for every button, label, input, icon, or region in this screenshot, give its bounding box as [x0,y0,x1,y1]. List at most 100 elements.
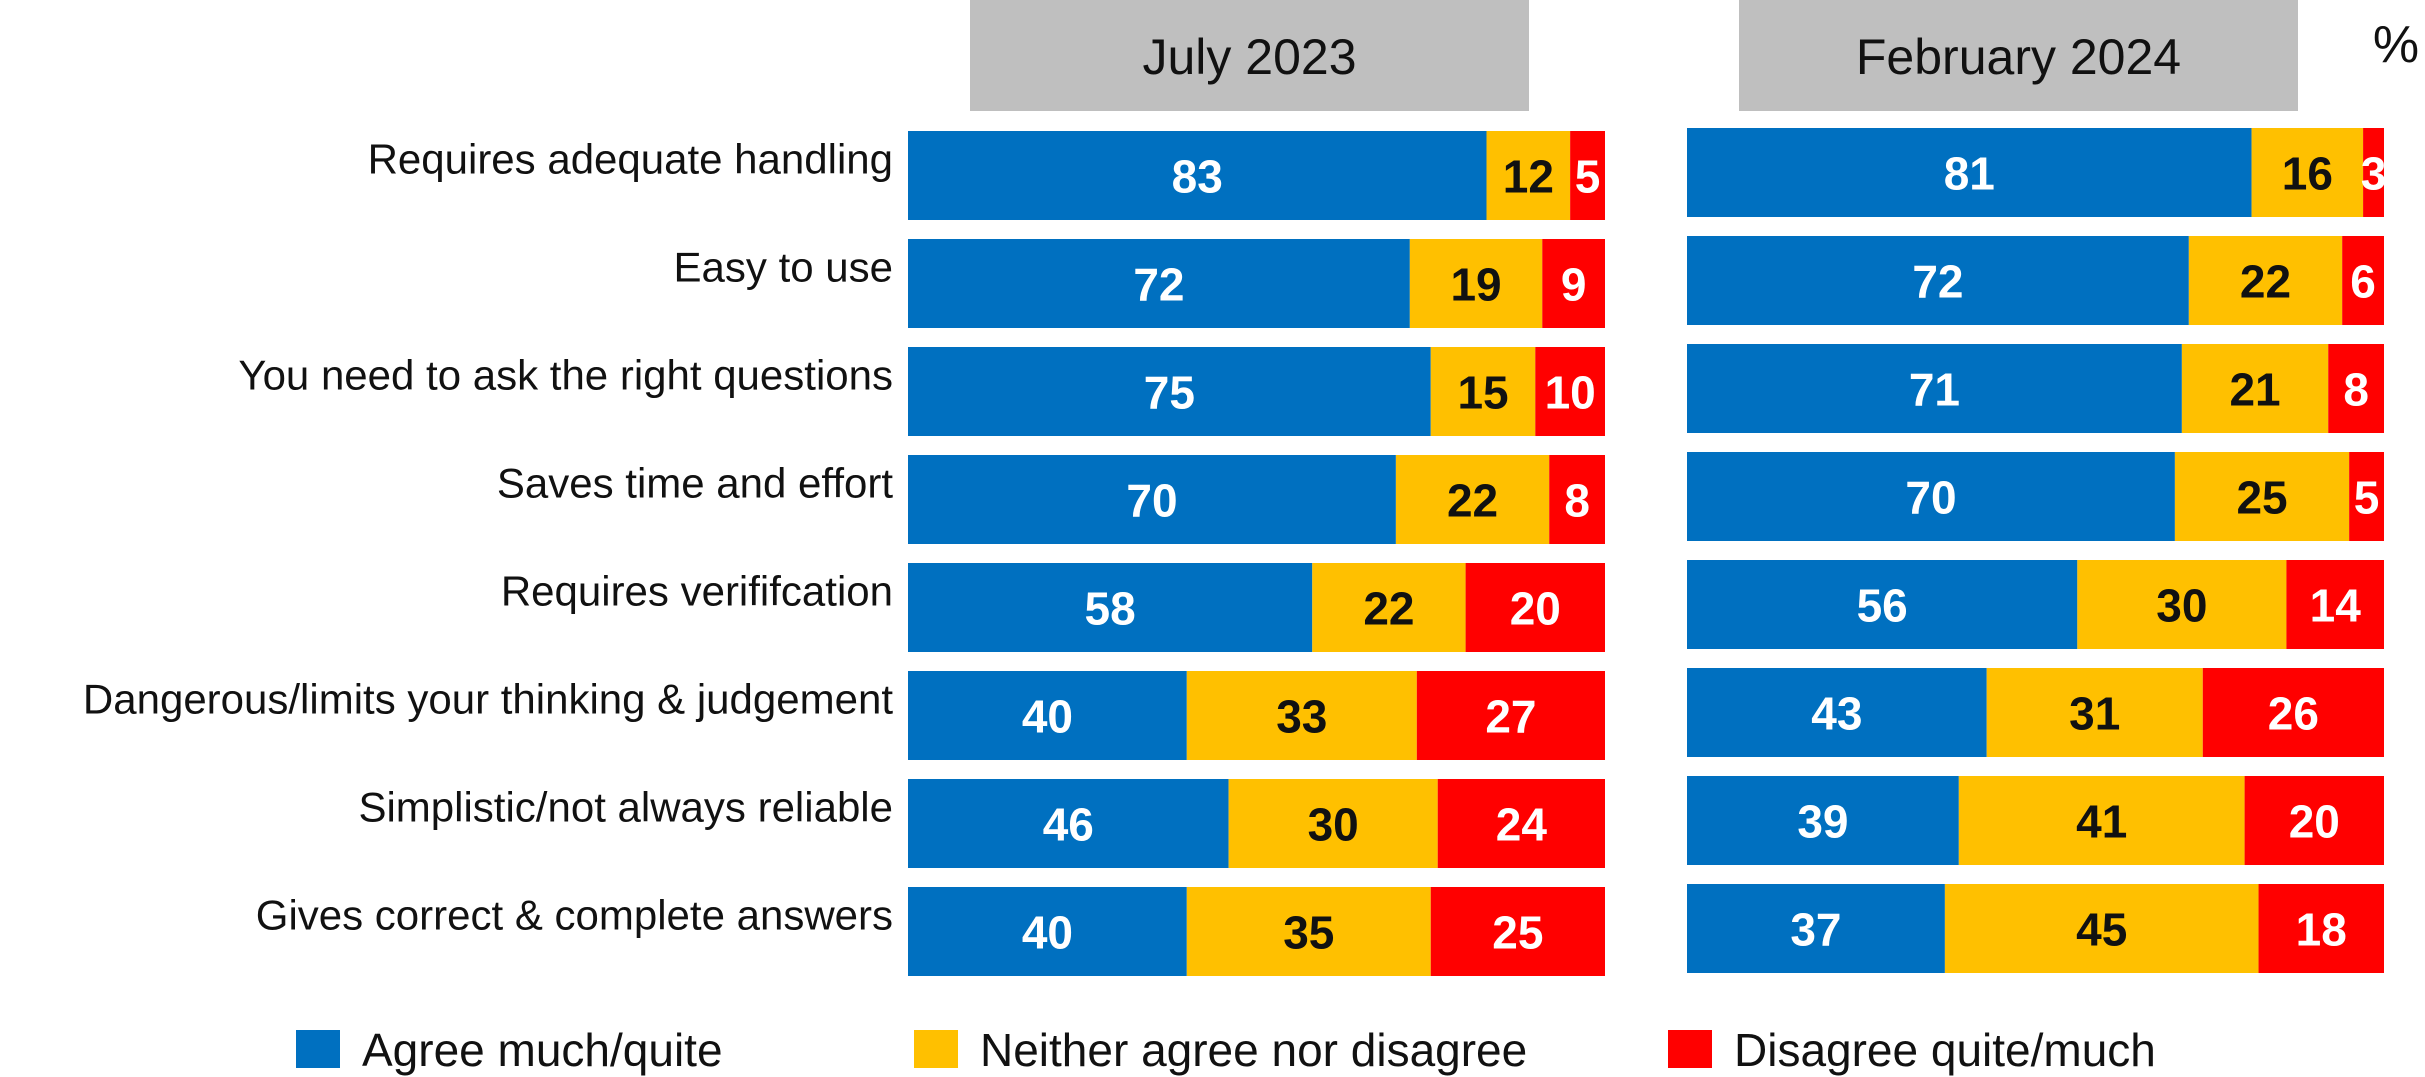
bar-segment [1395,455,1550,544]
bar-row: 72 22 6 [1687,236,2384,325]
value-label: 41 [2076,796,2127,848]
bar-row: 75 15 10 [908,347,1605,436]
value-label: 5 [2354,472,2380,524]
bar-segment [1986,668,2203,757]
value-label: 43 [1811,688,1862,740]
bar-segment [908,239,1410,328]
bar-segment [1312,563,1466,652]
bar-segment [1687,668,1987,757]
bar-segment [1549,455,1605,544]
panel-header-bg [1739,0,2298,111]
bar-segment [1465,563,1605,652]
value-label: 6 [2350,256,2376,308]
panel-header-2: February 2024 [1739,0,2298,111]
bar-segment [2181,344,2329,433]
bar-segment [1535,347,1605,436]
bar-segment [2188,236,2343,325]
bar-segment [1409,239,1543,328]
bar-segment [1186,671,1417,760]
value-label: 21 [2229,364,2280,416]
bar-row: 43 31 26 [1687,668,2384,757]
bar-segment [2349,452,2384,541]
value-label: 72 [1133,259,1184,311]
bar-segment [908,455,1396,544]
bar-segment [1486,131,1571,220]
value-label: 30 [1308,799,1359,851]
panel-headers: July 2023 February 2024 [970,0,2298,111]
value-label: 40 [1022,691,1073,743]
category-label: Easy to use [674,244,893,291]
panel-header-1: July 2023 [970,0,1529,111]
bar-segment [1687,776,1959,865]
bar-segment [1958,776,2245,865]
value-label: 70 [1126,475,1177,527]
bar-segment [2244,776,2384,865]
legend-label: Disagree quite/much [1734,1024,2156,1076]
bar-segment [2202,668,2384,757]
value-label: 25 [2236,472,2287,524]
bar-segment [1416,671,1605,760]
bar-segment [2286,560,2384,649]
value-label: 81 [1944,148,1995,200]
bar-segment [2258,884,2384,973]
value-label: 39 [1797,796,1848,848]
value-label: 72 [1912,256,1963,308]
bar-row: 37 45 18 [1687,884,2384,973]
bar-row: 83 12 5 [908,131,1605,220]
legend-label: Agree much/quite [362,1024,723,1076]
value-label: 40 [1022,907,1073,959]
bar-segment [1687,560,2078,649]
bar-row: 72 19 9 [908,239,1605,328]
bar-segment [908,779,1229,868]
value-label: 24 [1496,799,1548,851]
bar-row: 40 35 25 [908,887,1605,976]
bar-segment [1570,131,1605,220]
bar-row: 71 21 8 [1687,344,2384,433]
bar-segment [908,671,1187,760]
category-label: Gives correct & complete answers [256,892,893,939]
bar-row: 70 25 5 [1687,452,2384,541]
bar-row: 70 22 8 [908,455,1605,544]
bar-segment [1687,128,2252,217]
legend-swatch [1668,1030,1712,1068]
bar-segment [1437,779,1605,868]
panel-title: February 2024 [1856,29,2181,85]
bar-segment [1687,452,2175,541]
value-label: 37 [1790,904,1841,956]
legend-item: Disagree quite/much [1668,1024,2156,1076]
value-label: 19 [1450,259,1501,311]
category-label: Simplistic/not always reliable [358,784,893,831]
value-label: 56 [1857,580,1908,632]
category-label: You need to ask the right questions [238,352,893,399]
value-label: 14 [2310,580,2362,632]
value-label: 12 [1503,151,1554,203]
value-label: 3 [2361,148,2387,200]
value-label: 33 [1276,691,1327,743]
value-label: 83 [1172,151,1223,203]
category-labels: Requires adequate handling Easy to use You… [83,136,893,939]
bar-row: 40 33 27 [908,671,1605,760]
value-label: 22 [1363,583,1414,635]
bar-segment [2342,236,2384,325]
value-label: 26 [2268,688,2319,740]
legend: Agree much/quite Neither agree nor disagr… [296,1024,2156,1076]
value-label: 30 [2156,580,2207,632]
bar-segment [1687,236,2189,325]
value-label: 25 [1492,907,1543,959]
category-label: Dangerous/limits your thinking & judgeme… [83,676,893,723]
value-label: 31 [2069,688,2120,740]
value-label: 5 [1575,151,1601,203]
bar-segment [1430,887,1605,976]
bar-segment [908,347,1431,436]
bar-segment [1944,884,2259,973]
value-label: 22 [1447,475,1498,527]
bar-segment [2328,344,2384,433]
value-label: 8 [1564,475,1590,527]
bar-row: 81 16 3 [1687,128,2386,217]
bar-segment [2251,128,2364,217]
legend-swatch [914,1030,958,1068]
value-label: 46 [1043,799,1094,851]
bar-segment [2174,452,2350,541]
